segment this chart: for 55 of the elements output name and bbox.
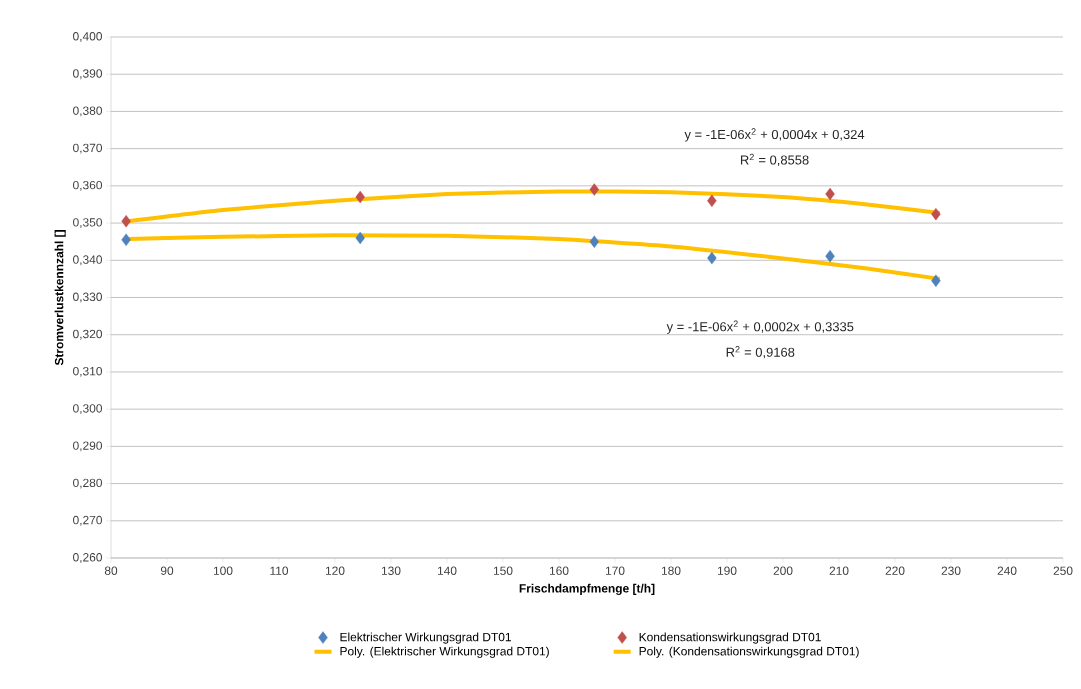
x-tick-label: 200 [773, 566, 793, 575]
y-tick-label: 0,290 [73, 441, 103, 452]
point [931, 207, 941, 221]
point [355, 190, 365, 204]
x-axis-title: Frischdampfmenge [t/h] [519, 583, 655, 596]
annotation: R$^{2}$ = 0,8558 [740, 153, 809, 167]
point [355, 231, 365, 245]
y-tick-label: 0,380 [73, 106, 103, 117]
x-tick-label: 80 [104, 566, 118, 575]
annotation: y = -1E-06x$^{2}$ + 0,0002x + 0,3335 [666, 320, 854, 334]
y-axis-title: Stromverlustkennzahl [] [54, 230, 66, 366]
point [121, 215, 131, 228]
y-tick-label: 0,360 [73, 180, 103, 191]
annotation: R$^{2}$ = 0,9168 [726, 346, 795, 359]
y-tick-label: 0,350 [73, 218, 103, 229]
y-tick-label: 0,370 [73, 143, 103, 154]
point [707, 194, 717, 207]
x-tick-label: 140 [437, 566, 457, 575]
x-tick-label: 110 [270, 566, 289, 575]
x-tick-label: 220 [885, 566, 905, 575]
y-tick-label: 0,270 [73, 515, 103, 526]
annotation: y = -1E-06x$^{2}$ + 0,0004x + 0,324 [684, 128, 865, 142]
y-tick-label: 0,340 [73, 255, 103, 266]
x-tick-label: 100 [213, 566, 233, 575]
y-tick-label: 0,400 [73, 32, 103, 42]
legend-label: Elektrischer Wirkungsgrad DT01 [340, 632, 511, 644]
x-tick-label: 120 [325, 566, 345, 575]
point [121, 233, 131, 247]
x-tick-label: 210 [829, 566, 849, 575]
point [825, 249, 835, 263]
point [707, 251, 717, 265]
legend-label: Kondensationswirkungsgrad DT01 [639, 632, 821, 644]
x-tick-label: 90 [160, 566, 174, 575]
point [589, 235, 599, 248]
point [589, 183, 599, 196]
y-tick-label: 0,390 [73, 69, 103, 80]
y-tick-label: 0,300 [73, 404, 103, 415]
x-tick-label: 190 [717, 566, 737, 575]
x-tick-label: 150 [493, 566, 513, 575]
y-tick-label: 0,260 [73, 553, 103, 563]
y-tick-label: 0,280 [73, 478, 103, 489]
y-tick-label: 0,310 [73, 366, 103, 377]
x-tick-label: 230 [941, 566, 961, 575]
legend-label: Poly. (Kondensationswirkungsgrad DT01) [639, 646, 859, 658]
x-tick-label: 180 [661, 566, 681, 575]
point [825, 187, 835, 201]
x-tick-label: 130 [381, 566, 401, 575]
legend-label: Poly. (Elektrischer Wirkungsgrad DT01) [340, 646, 549, 658]
y-tick-label: 0,320 [73, 329, 103, 340]
x-tick-label: 170 [605, 566, 625, 575]
x-tick-label: 160 [549, 566, 569, 575]
x-tick-label: 240 [997, 566, 1017, 575]
y-tick-label: 0,330 [73, 292, 103, 303]
x-tick-label: 250 [1053, 566, 1073, 575]
point [931, 274, 941, 287]
